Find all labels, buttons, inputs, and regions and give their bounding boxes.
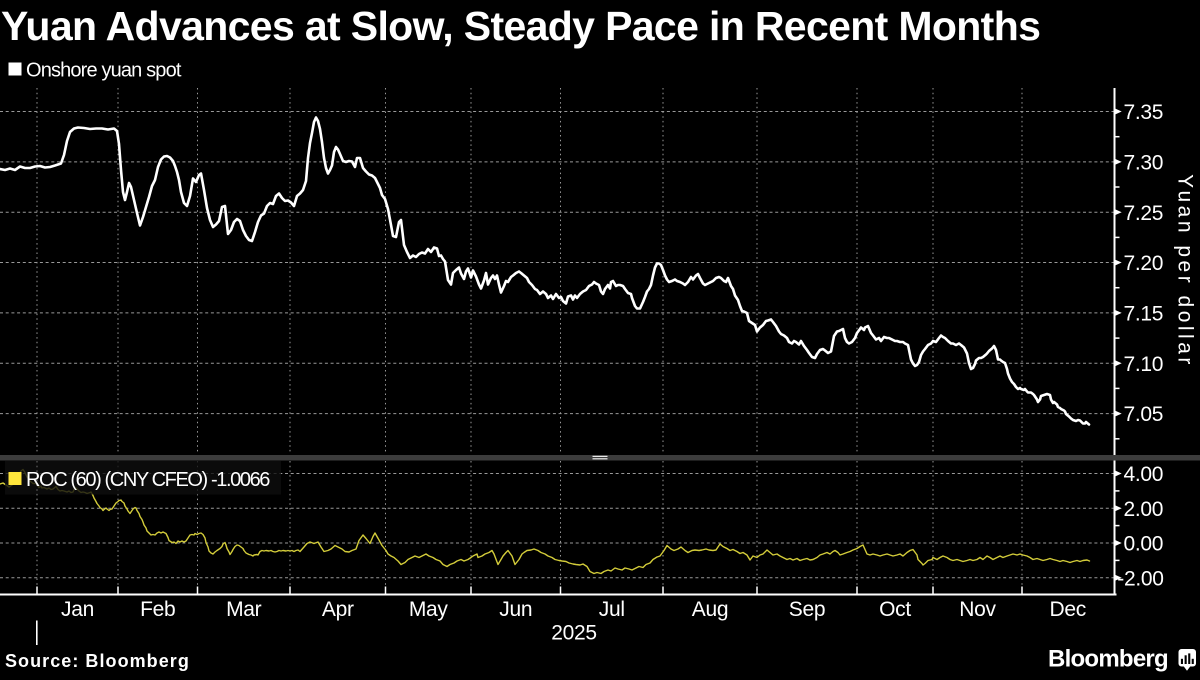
svg-text:Jan: Jan <box>61 598 94 621</box>
svg-text:Apr: Apr <box>322 598 354 621</box>
svg-text:0.00: 0.00 <box>1124 533 1164 556</box>
svg-text:2025: 2025 <box>551 622 597 645</box>
svg-text:Feb: Feb <box>140 598 175 621</box>
svg-text:Jun: Jun <box>499 598 532 621</box>
svg-text:Mar: Mar <box>226 598 262 621</box>
svg-text:ROC (60) (CNY CFEO) -1.0066: ROC (60) (CNY CFEO) -1.0066 <box>26 469 270 491</box>
svg-text:7.15: 7.15 <box>1124 303 1164 326</box>
svg-text:Onshore yuan spot: Onshore yuan spot <box>26 60 182 82</box>
svg-text:Aug: Aug <box>692 598 728 621</box>
svg-text:Jul: Jul <box>599 598 625 621</box>
svg-text:7.10: 7.10 <box>1124 353 1164 376</box>
svg-text:-2.00: -2.00 <box>1117 567 1163 590</box>
svg-text:May: May <box>409 598 449 621</box>
svg-text:2.00: 2.00 <box>1124 498 1164 521</box>
svg-text:7.30: 7.30 <box>1124 151 1164 174</box>
svg-text:7.20: 7.20 <box>1124 252 1164 275</box>
svg-text:7.25: 7.25 <box>1124 202 1164 225</box>
svg-text:Source: Bloomberg: Source: Bloomberg <box>5 651 190 671</box>
svg-text:Oct: Oct <box>879 598 911 621</box>
svg-text:Nov: Nov <box>959 598 996 621</box>
svg-text:7.05: 7.05 <box>1124 403 1164 426</box>
svg-text:Dec: Dec <box>1050 598 1086 621</box>
svg-text:Sep: Sep <box>789 598 825 621</box>
svg-text:Yuan Advances at Slow, Steady: Yuan Advances at Slow, Steady Pace in Re… <box>1 3 1040 49</box>
svg-text:Yuan per dollar: Yuan per dollar <box>1174 174 1197 368</box>
svg-text:4.00: 4.00 <box>1124 463 1164 486</box>
svg-text:7.35: 7.35 <box>1124 101 1164 124</box>
svg-text:Bloomberg: Bloomberg <box>1048 646 1168 673</box>
